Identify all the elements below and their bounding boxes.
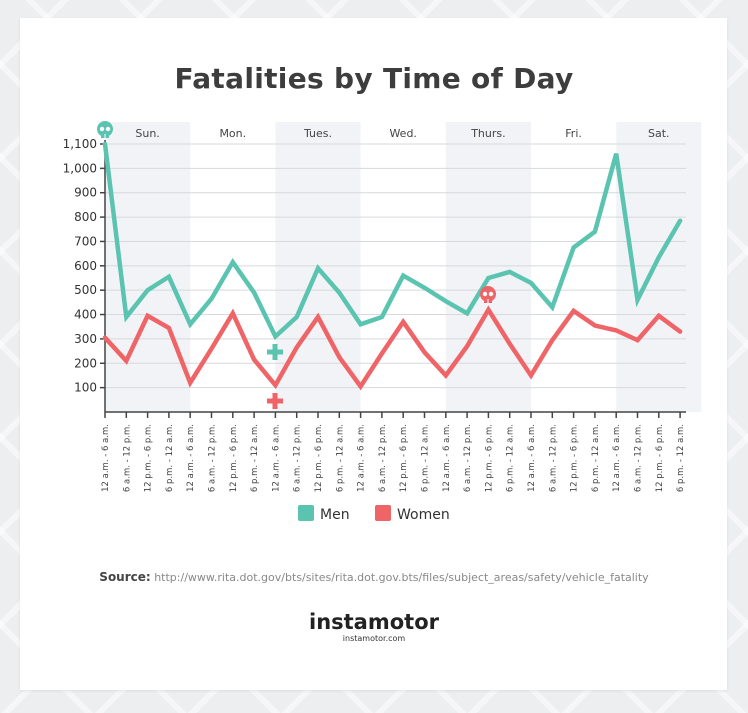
x-tick-label: 12 a.m. - 6 a.m. <box>101 424 111 492</box>
x-tick-label: 12 p.m. - 6 p.m. <box>484 424 494 492</box>
brand-logo: instamotor <box>309 610 439 634</box>
x-tick-label: 12 p.m. - 6 p.m. <box>655 424 665 492</box>
y-tick-label: 600 <box>74 259 97 273</box>
x-tick-label: 6 a.m. - 12 p.m. <box>293 424 303 492</box>
x-tick-label: 12 a.m. - 6 a.m. <box>357 424 367 492</box>
skull-eye <box>482 291 488 297</box>
skull-icon <box>97 121 113 138</box>
x-tick-label: 12 p.m. - 6 p.m. <box>229 424 239 492</box>
day-label: Tues. <box>303 127 332 140</box>
y-tick-label: 700 <box>74 234 97 248</box>
x-tick-label: 6 a.m. - 12 p.m. <box>122 424 132 492</box>
series-line-men <box>102 141 683 341</box>
x-tick-label: 6 p.m. - 12 a.m. <box>335 424 345 492</box>
y-tick-label: 400 <box>74 308 97 322</box>
skull-icon <box>480 286 496 303</box>
x-tick-label: 6 a.m. - 12 p.m. <box>208 424 218 492</box>
day-band <box>616 122 702 412</box>
skull-eye <box>99 126 105 132</box>
day-label: Sun. <box>135 127 159 140</box>
skull-eye <box>488 291 494 297</box>
y-tick-label: 800 <box>74 210 97 224</box>
y-tick-label: 200 <box>74 356 97 370</box>
series-line-women <box>102 305 683 391</box>
source-label: Source: <box>99 570 151 584</box>
x-tick-label: 6 a.m. - 12 p.m. <box>463 424 473 492</box>
plus-icon <box>267 344 283 360</box>
legend-swatch-men <box>298 505 314 521</box>
day-label: Wed. <box>389 127 416 140</box>
skull-eye <box>105 126 111 132</box>
x-tick-label: 6 p.m. - 12 a.m. <box>676 424 686 492</box>
x-tick-label: 6 p.m. - 12 a.m. <box>421 424 431 492</box>
source-line: Source: http://www.rita.dot.gov/bts/site… <box>0 570 748 584</box>
plus-bar <box>272 393 278 409</box>
legend-label-men: Men <box>320 507 350 523</box>
plus-icon <box>267 393 283 409</box>
x-tick-label: 12 p.m. - 6 p.m. <box>314 424 324 492</box>
day-label: Sat. <box>648 127 670 140</box>
x-tick-label: 12 a.m. - 6 a.m. <box>271 424 281 492</box>
day-band <box>105 122 191 412</box>
day-label: Thurs. <box>470 127 505 140</box>
y-tick-label: 1,000 <box>63 161 97 175</box>
brand-url[interactable]: instamotor.com <box>342 634 406 643</box>
x-tick-label: 6 a.m. - 12 p.m. <box>548 424 558 492</box>
chart-title: Fatalities by Time of Day <box>174 62 574 95</box>
y-tick-label: 300 <box>74 332 97 346</box>
x-tick-label: 12 p.m. - 6 p.m. <box>570 424 580 492</box>
x-tick-label: 12 a.m. - 6 a.m. <box>612 424 622 492</box>
x-tick-label: 12 p.m. - 6 p.m. <box>144 424 154 492</box>
day-label: Mon. <box>219 127 246 140</box>
x-tick-label: 12 a.m. - 6 a.m. <box>527 424 537 492</box>
x-tick-label: 6 a.m. - 12 p.m. <box>378 424 388 492</box>
legend-swatch-women <box>375 505 391 521</box>
day-label: Fri. <box>565 127 582 140</box>
plus-bar <box>272 344 278 360</box>
source-url[interactable]: http://www.rita.dot.gov/bts/sites/rita.d… <box>154 571 649 584</box>
x-tick-label: 6 p.m. - 12 a.m. <box>250 424 260 492</box>
x-tick-label: 6 p.m. - 12 a.m. <box>591 424 601 492</box>
y-tick-label: 1,100 <box>63 137 97 151</box>
x-tick-label: 12 a.m. - 6 a.m. <box>186 424 196 492</box>
x-tick-label: 6 p.m. - 12 a.m. <box>506 424 516 492</box>
y-tick-label: 900 <box>74 186 97 200</box>
legend-label-women: Women <box>397 507 450 523</box>
x-tick-label: 6 a.m. - 12 p.m. <box>634 424 644 492</box>
y-tick-label: 500 <box>74 283 97 297</box>
y-tick-label: 100 <box>74 381 97 395</box>
x-tick-label: 12 p.m. - 6 p.m. <box>399 424 409 492</box>
day-band <box>445 122 531 412</box>
x-tick-label: 6 p.m. - 12 a.m. <box>165 424 175 492</box>
x-tick-label: 12 a.m. - 6 a.m. <box>442 424 452 492</box>
